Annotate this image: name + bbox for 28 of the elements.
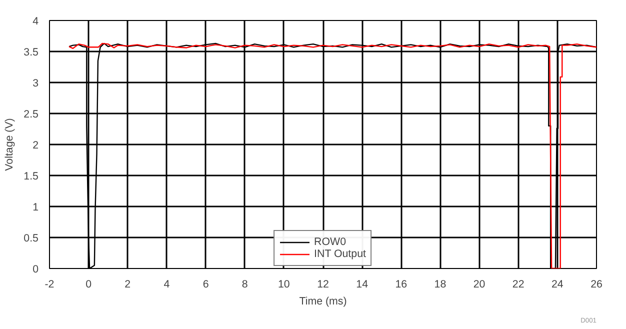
y-axis-title: Voltage (V) (4, 118, 16, 171)
x-tick-label: 8 (242, 278, 248, 290)
legend-label: ROW0 (314, 236, 346, 248)
y-tick-label: 2.5 (24, 108, 39, 120)
x-tick-label: 16 (395, 278, 408, 290)
x-tick-label: 10 (278, 278, 290, 290)
x-tick-label: 24 (552, 278, 564, 290)
x-axis-title: Time (ms) (299, 296, 347, 308)
y-tick-label: 3.5 (24, 46, 39, 58)
x-tick-label: 12 (317, 278, 329, 290)
x-tick-label: 26 (590, 278, 602, 290)
legend-label: INT Output (314, 248, 366, 260)
y-tick-label: 1.5 (24, 170, 39, 182)
x-tick-label: 22 (512, 278, 524, 290)
x-tick-label: -2 (44, 278, 54, 290)
y-tick-label: 4 (32, 16, 39, 28)
y-tick-label: 2 (32, 140, 39, 152)
y-tick-label: 3 (32, 78, 39, 90)
x-tick-label: 14 (356, 278, 368, 290)
x-tick-label: 2 (124, 278, 131, 290)
x-tick-label: 20 (473, 278, 486, 290)
x-tick-label: 0 (86, 278, 92, 290)
x-tick-label: 18 (434, 278, 446, 290)
y-tick-label: 0.5 (24, 232, 39, 244)
y-tick-label: 0 (32, 264, 39, 276)
x-tick-label: 4 (164, 278, 170, 290)
y-tick-label: 1 (32, 202, 39, 214)
x-tick-label: 6 (202, 278, 209, 290)
